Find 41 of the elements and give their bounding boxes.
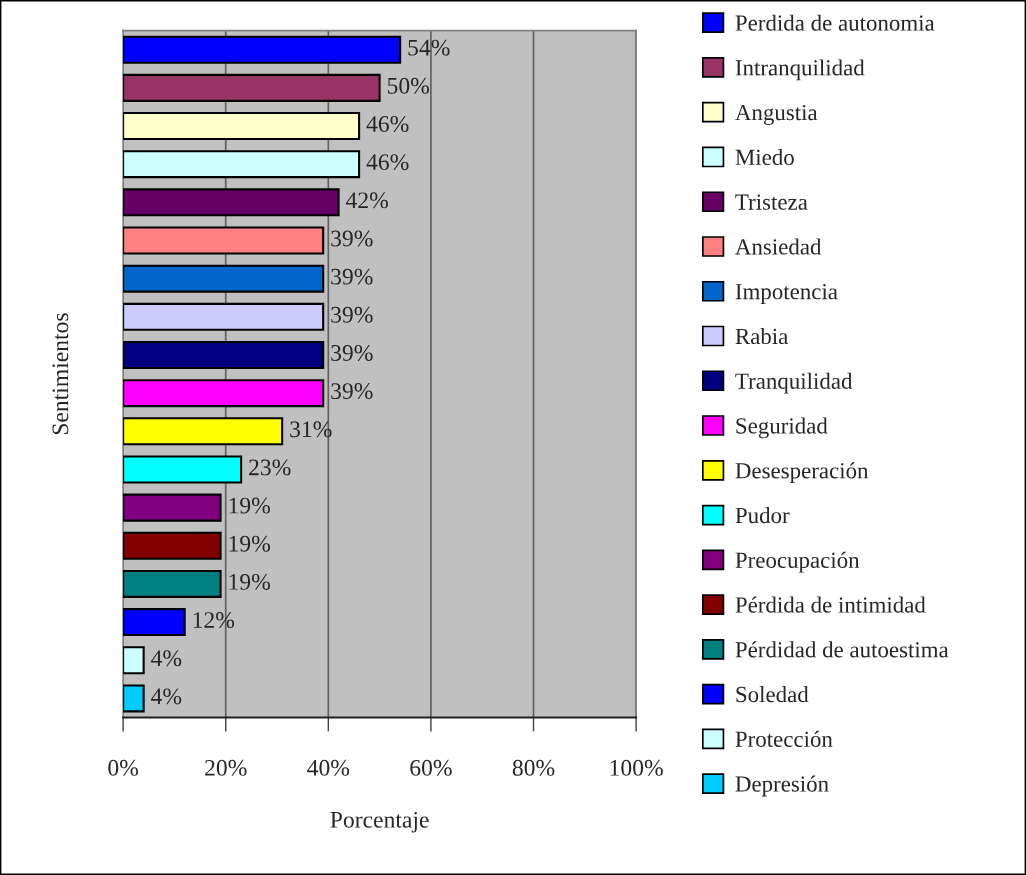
data-label: 42%	[345, 192, 388, 209]
legend-label: Seguridad	[736, 417, 828, 439]
data-label: 39%	[331, 344, 373, 361]
x-tick-label: 80%	[512, 759, 555, 776]
legend-label: Miedo	[735, 148, 794, 166]
data-label: 50%	[387, 77, 430, 94]
legend-label: Impotencia	[735, 283, 838, 305]
legend-label: Depresión	[735, 775, 829, 797]
data-label: 39%	[331, 268, 373, 285]
data-label: 46%	[366, 154, 409, 171]
legend-label: Pudor	[735, 507, 790, 524]
data-label: 4%	[151, 650, 182, 667]
x-tick-label: 0%	[108, 759, 139, 776]
legend-label: Tristeza	[735, 194, 808, 210]
data-label: 39%	[331, 383, 373, 400]
data-label: 46%	[366, 116, 409, 133]
legend-label: Perdida de autonomia	[735, 14, 935, 31]
legend-label: Angustia	[735, 104, 818, 125]
x-tick-label: 60%	[410, 759, 452, 776]
legend-label: Tranquilidad	[735, 372, 853, 394]
data-label: 39%	[331, 306, 373, 323]
legend-label: Desesperación	[735, 462, 869, 484]
legend-label: Pérdidad de autoestima	[735, 641, 949, 658]
x-tick-label: 20%	[205, 759, 247, 776]
legend-label: Rabia	[735, 327, 789, 345]
y-axis-title: Sentimientos	[52, 313, 69, 435]
data-label: 19%	[229, 573, 271, 590]
legend-label: Preocupación	[735, 551, 860, 573]
x-tick-label: 100%	[610, 759, 663, 776]
data-label: 23%	[249, 459, 291, 476]
legend-label: Pérdida de intimidad	[735, 596, 926, 613]
legend-label: Soledad	[736, 686, 809, 703]
data-label: 39%	[331, 230, 373, 247]
data-label: 19%	[229, 497, 271, 514]
data-label: 19%	[229, 535, 271, 552]
data-label: 4%	[151, 688, 182, 705]
legend-label: Intranquilidad	[735, 59, 865, 81]
x-tick-label: 40%	[307, 759, 350, 776]
legend-label: Protección	[735, 730, 833, 747]
legend-label: Ansiedad	[735, 238, 822, 255]
x-axis-title: Porcentaje	[330, 811, 429, 833]
